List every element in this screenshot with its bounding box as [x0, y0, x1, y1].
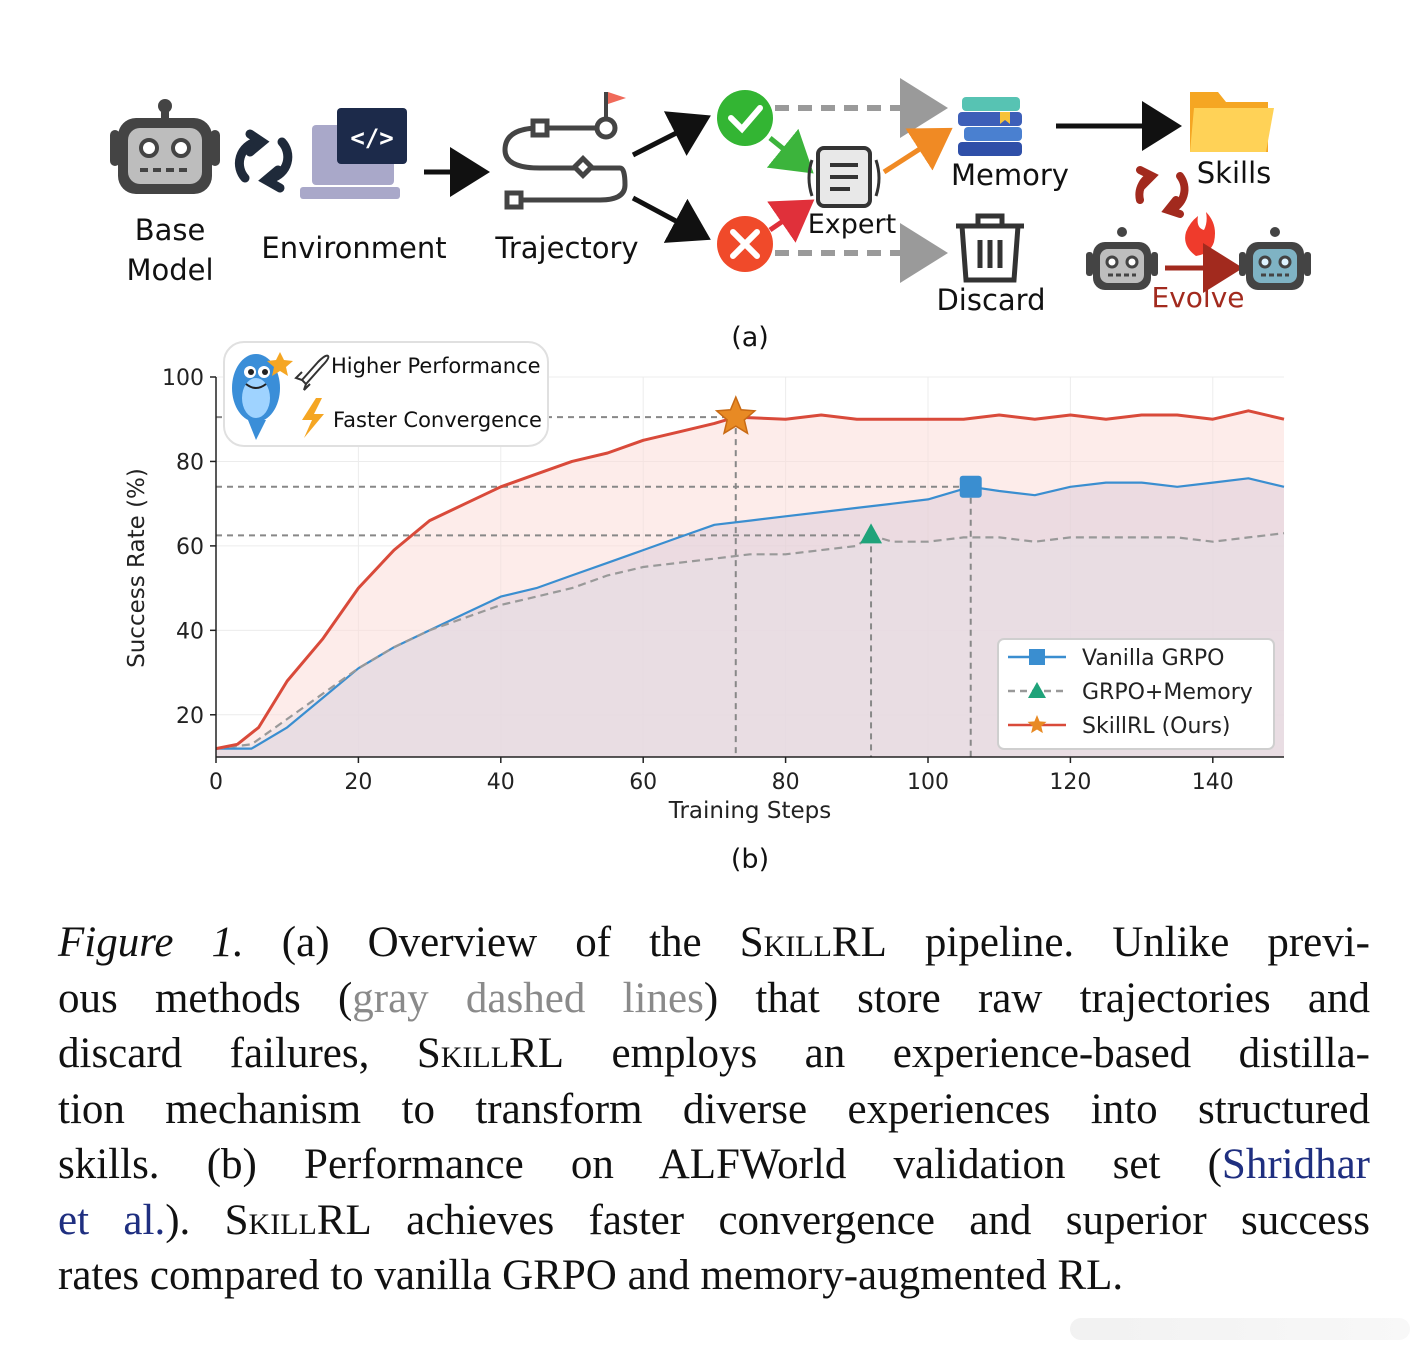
- callout-bubble: Higher Performance Faster Convergence: [223, 341, 549, 447]
- x-tick-labels: 0 20 40 60 80 100 120 140: [209, 770, 1234, 795]
- x-tick-label: 20: [344, 770, 372, 795]
- caption-text: skills. (b) Performance on ALFWorld vali…: [58, 1141, 1222, 1188]
- x-tick-label: 140: [1192, 770, 1234, 795]
- panel-a-label: (a): [731, 322, 769, 353]
- watermark: [1070, 1318, 1410, 1340]
- skills-folder-icon: [1190, 92, 1274, 152]
- caption-text: ) that store raw trajectories and: [703, 974, 1370, 1022]
- x-axis-label: Training Steps: [668, 798, 831, 824]
- caption-text: ).: [165, 1196, 225, 1244]
- base-model-label-2: Model: [126, 253, 213, 287]
- caption-text: tion mechanism to transform diverse expe…: [58, 1085, 1370, 1133]
- code-icon: </>: [350, 124, 393, 152]
- x-tick-label: 60: [629, 770, 657, 795]
- lightning-icon: [302, 398, 324, 438]
- success-check-icon: [717, 90, 773, 146]
- caption-line-5: skills. (b) Performance on ALFWorld vali…: [58, 1137, 1370, 1193]
- caption-line-7: rates compared to vanilla GRPO and memor…: [58, 1248, 1370, 1304]
- callout-higher-performance: Higher Performance: [331, 354, 541, 378]
- y-tick-label: 20: [176, 704, 204, 729]
- legend-item-skillrl: SkillRL (Ours): [1008, 714, 1231, 739]
- caption-line-4: tion mechanism to transform diverse expe…: [58, 1082, 1370, 1138]
- y-tick-label: 80: [176, 450, 204, 475]
- caption-text: achieves faster convergence and superior…: [371, 1196, 1370, 1244]
- caption-method-name: SkillRL: [739, 919, 887, 966]
- skills-label: Skills: [1197, 156, 1271, 190]
- caption-gray-highlight: gray dashed lines: [352, 974, 704, 1022]
- legend-item-vanilla-grpo: Vanilla GRPO: [1008, 646, 1225, 671]
- caption-line-2: ous methods (gray dashed lines) that sto…: [58, 971, 1370, 1027]
- figure-caption: Figure 1. (a) Overview of the SkillRL pi…: [58, 915, 1370, 1304]
- caption-figure-label: Figure 1.: [58, 919, 244, 966]
- rocket-icon: [294, 354, 330, 391]
- discard-trash-icon: [956, 213, 1024, 283]
- y-tick-labels: 20 40 60 80 100: [162, 366, 204, 729]
- cycle-icon: [234, 129, 293, 193]
- caption-text: pipeline. Unlike previ-: [886, 919, 1371, 966]
- series-line-triangle: [215, 532, 1285, 750]
- legend-label-vanilla-grpo: Vanilla GRPO: [1082, 646, 1225, 671]
- caption-text: rates compared to vanilla GRPO and memor…: [58, 1252, 1124, 1299]
- caption-text: discard failures,: [58, 1030, 417, 1077]
- failure-cross-icon: [717, 216, 773, 272]
- y-tick-label: 40: [176, 619, 204, 644]
- x-tick-label: 40: [487, 770, 515, 795]
- pipeline-diagram: Base Model </> Environment Trajectory: [110, 78, 1311, 353]
- x-tick-label: 120: [1049, 770, 1091, 795]
- trajectory-icon: [502, 92, 628, 210]
- environment-label: Environment: [261, 231, 446, 265]
- laptop-icon: </>: [300, 108, 407, 199]
- caption-text: (a) Overview of the: [243, 919, 740, 966]
- x-tick-label: 0: [209, 770, 223, 795]
- success-rate-chart: 0 20 40 60 80 100 120 140 20 40 60 80 100 Training …: [124, 341, 1285, 875]
- caption-text: employs an experience-based distilla-: [564, 1030, 1371, 1077]
- caption-line-3: discard failures, SkillRL employs an exp…: [58, 1026, 1370, 1082]
- highlight-triangle-marker: [860, 523, 883, 544]
- highlight-star-marker: [714, 395, 757, 435]
- fish-mascot-icon: [232, 352, 293, 440]
- robot-gray-icon: [1086, 227, 1158, 290]
- evolve-label: Evolve: [1152, 281, 1245, 314]
- citation-link[interactable]: et al.: [58, 1196, 166, 1244]
- legend: Vanilla GRPO GRPO+Memory SkillRL (Ours): [997, 638, 1275, 750]
- x-tick-label: 80: [772, 770, 800, 795]
- robot-icon: [110, 99, 220, 194]
- memory-books-icon: [958, 97, 1022, 156]
- expert-label: Expert: [808, 209, 896, 240]
- legend-label-grpo-memory: GRPO+Memory: [1082, 680, 1253, 705]
- expert-scroll-icon: [807, 146, 881, 208]
- caption-line-1: Figure 1. (a) Overview of the SkillRL pi…: [58, 915, 1370, 971]
- y-tick-label: 100: [162, 366, 204, 391]
- highlight-guides: [216, 416, 972, 757]
- memory-label: Memory: [951, 158, 1069, 192]
- legend-item-grpo-memory: GRPO+Memory: [1008, 680, 1253, 705]
- highlight-markers: [714, 395, 982, 544]
- robot-evolved-icon: [1239, 227, 1311, 290]
- y-axis-label: Success Rate (%): [124, 468, 150, 668]
- evolve-cycle-icon: [1135, 166, 1189, 218]
- series-line-star: [215, 409, 1285, 751]
- caption-method-name: SkillRL: [224, 1196, 372, 1244]
- callout-faster-convergence: Faster Convergence: [333, 408, 542, 432]
- highlight-square-marker: [959, 475, 982, 498]
- legend-label-skillrl: SkillRL (Ours): [1082, 714, 1231, 739]
- series-lines: [215, 409, 1285, 751]
- caption-text: ous methods (: [58, 974, 353, 1022]
- x-tick-label: 100: [907, 770, 949, 795]
- panel-b-label: (b): [731, 844, 769, 875]
- caption-method-name: SkillRL: [416, 1030, 564, 1077]
- caption-line-6: et al.). SkillRL achieves faster converg…: [58, 1193, 1370, 1249]
- citation-link[interactable]: Shridhar: [1221, 1141, 1370, 1188]
- discard-label: Discard: [936, 283, 1045, 317]
- trajectory-label: Trajectory: [494, 231, 638, 265]
- axes: [215, 377, 1284, 758]
- base-model-label-1: Base: [135, 213, 206, 247]
- y-tick-label: 60: [176, 535, 204, 560]
